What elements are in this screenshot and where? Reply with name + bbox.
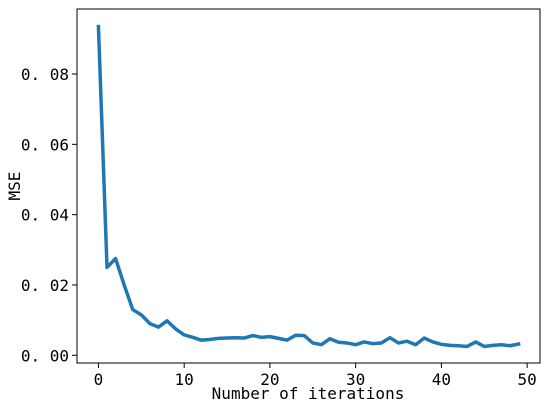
x-tick-label: 50 (518, 370, 537, 389)
y-tick-label: 0. 00 (21, 346, 69, 365)
plot-area (76, 8, 541, 364)
x-tick-label: 40 (432, 370, 451, 389)
x-tick-label: 20 (260, 370, 279, 389)
x-axis-ticks: 0 10 20 30 40 50 (94, 363, 537, 389)
x-tick-label: 0 (94, 370, 104, 389)
x-tick-label: 30 (346, 370, 365, 389)
y-tick-label: 0. 02 (21, 276, 69, 295)
y-axis-label: MSE (5, 172, 24, 201)
y-tick-label: 0. 08 (21, 65, 69, 84)
series-layer (96, 24, 521, 349)
y-tick-label: 0. 06 (21, 135, 69, 154)
y-axis-ticks: 0. 00 0. 02 0. 04 0. 06 0. 08 (21, 65, 77, 365)
y-tick-label: 0. 04 (21, 206, 69, 225)
mse-series-line (96, 24, 521, 349)
x-tick-label: 10 (175, 370, 194, 389)
x-axis-label: Number of iterations (212, 384, 405, 403)
